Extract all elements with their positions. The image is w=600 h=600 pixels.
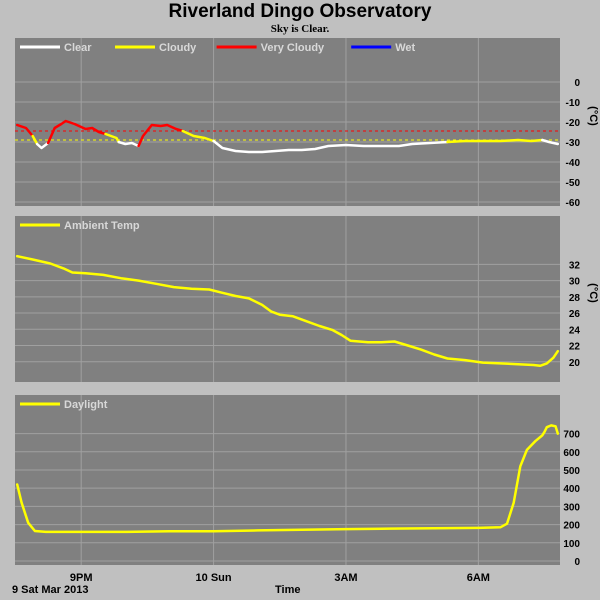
y-tick-label: -10 bbox=[566, 98, 581, 109]
series-line bbox=[46, 119, 107, 145]
series-line bbox=[212, 139, 449, 154]
panel-ambient bbox=[15, 216, 560, 382]
y-tick-label: 200 bbox=[563, 521, 580, 532]
y-tick-label: -40 bbox=[566, 158, 581, 169]
y-tick-label: -60 bbox=[566, 198, 581, 209]
legend-entry: Clear bbox=[64, 42, 92, 54]
y-axis-label: (°C) bbox=[587, 283, 599, 303]
y-tick-label: 700 bbox=[563, 430, 580, 441]
y-tick-label: -20 bbox=[566, 118, 581, 129]
y-tick-label: 0 bbox=[574, 78, 580, 89]
series-line bbox=[15, 254, 560, 368]
y-tick-label: 26 bbox=[569, 309, 581, 320]
y-tick-label: 30 bbox=[569, 277, 581, 288]
y-tick-label: 22 bbox=[569, 342, 581, 353]
y-tick-label: 300 bbox=[563, 502, 580, 513]
y-tick-label: 20 bbox=[569, 358, 581, 369]
series-line bbox=[446, 138, 544, 144]
series-line bbox=[181, 129, 215, 143]
legend-entry: Cloudy bbox=[159, 42, 197, 54]
y-axis-label: (°C) bbox=[587, 106, 599, 126]
x-tick-label: 6AM bbox=[467, 572, 490, 584]
legend-entry: Wet bbox=[395, 42, 415, 54]
panel-daylight bbox=[15, 395, 560, 565]
x-tick-label: 9PM bbox=[70, 572, 93, 584]
page-title: Riverland Dingo Observatory bbox=[168, 1, 432, 22]
x-tick-label: 3AM bbox=[334, 572, 357, 584]
legend-entry: Very Cloudy bbox=[261, 42, 325, 54]
y-tick-label: 600 bbox=[563, 448, 580, 459]
series-line bbox=[137, 123, 184, 148]
series-line bbox=[541, 138, 560, 146]
sky-status: Sky is Clear. bbox=[270, 23, 330, 35]
legend-entry: Ambient Temp bbox=[64, 220, 140, 232]
series-line bbox=[31, 134, 39, 146]
y-tick-label: -50 bbox=[566, 178, 581, 189]
y-tick-label: 0 bbox=[574, 557, 580, 568]
y-tick-label: 24 bbox=[569, 325, 581, 336]
y-tick-label: 32 bbox=[569, 260, 581, 271]
date-label: 9 Sat Mar 2013 bbox=[12, 584, 89, 596]
series-line bbox=[104, 132, 120, 144]
series-line bbox=[15, 123, 34, 138]
x-tick-label: 10 Sun bbox=[196, 572, 232, 584]
x-axis-label: Time bbox=[275, 584, 301, 596]
y-tick-label: 400 bbox=[563, 484, 580, 495]
y-tick-label: 28 bbox=[569, 293, 581, 304]
legend-entry: Daylight bbox=[64, 399, 108, 411]
series-line bbox=[117, 140, 140, 148]
series-line bbox=[15, 424, 560, 534]
y-tick-label: 100 bbox=[563, 539, 580, 550]
y-tick-label: 500 bbox=[563, 466, 580, 477]
series-line bbox=[35, 141, 50, 150]
y-tick-label: -30 bbox=[566, 138, 581, 149]
